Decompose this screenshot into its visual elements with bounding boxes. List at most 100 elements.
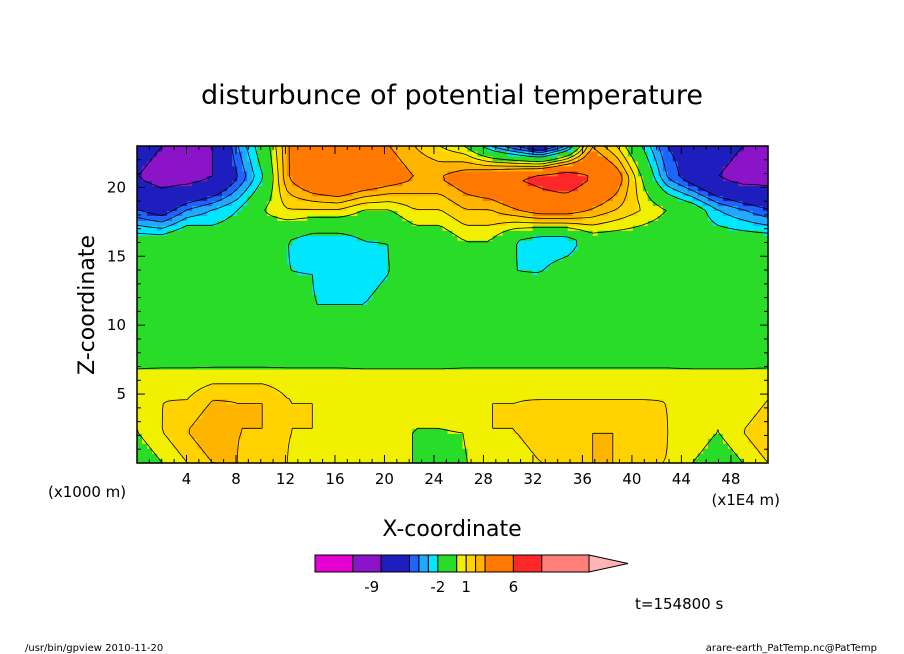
field-cell: [677, 388, 684, 395]
field-cell: [307, 383, 313, 390]
field-cell: [387, 388, 394, 395]
field-cell: [332, 349, 338, 355]
field-cell: [232, 294, 238, 301]
field-cell: [692, 289, 699, 296]
field-cell: [722, 368, 729, 375]
field-cell: [487, 408, 494, 415]
field-cell: [332, 294, 338, 301]
field-cell: [622, 398, 629, 405]
field-cell: [187, 274, 193, 281]
field-cell: [537, 284, 544, 291]
field-cell: [237, 428, 243, 434]
field-cell: [412, 299, 419, 306]
field-cell: [392, 279, 399, 286]
field-cell: [517, 358, 524, 365]
field-cell: [267, 398, 273, 405]
field-cell: [652, 423, 659, 429]
field-cell: [197, 299, 203, 306]
field-cell: [697, 358, 704, 365]
field-cell: [722, 279, 729, 286]
field-cell: [487, 373, 494, 380]
field-cell: [662, 334, 669, 340]
field-cell: [437, 324, 444, 330]
field-cell: [392, 398, 399, 405]
field-cell: [357, 294, 363, 301]
field-cell: [597, 334, 604, 340]
field-cell: [182, 358, 188, 365]
field-cell: [492, 368, 499, 375]
field-cell: [462, 319, 469, 325]
field-cell: [227, 363, 233, 370]
field-cell: [407, 358, 414, 365]
field-cell: [457, 289, 464, 296]
field-cell: [507, 398, 514, 405]
field-cell: [757, 428, 764, 434]
field-cell: [592, 314, 599, 320]
field-cell: [222, 368, 228, 375]
field-cell: [517, 269, 524, 276]
field-cell: [532, 314, 539, 320]
field-cell: [212, 299, 218, 306]
field-cell: [667, 368, 674, 375]
field-cell: [172, 334, 178, 340]
field-cell: [457, 453, 464, 459]
field-cell: [757, 304, 764, 311]
field-cell: [262, 344, 268, 350]
field-cell: [612, 274, 619, 281]
field-cell: [267, 358, 273, 365]
field-cell: [182, 279, 188, 286]
field-cell: [497, 358, 504, 365]
field-cell: [432, 324, 439, 330]
field-cell: [197, 358, 203, 365]
field-cell: [522, 368, 529, 375]
field-cell: [667, 319, 674, 325]
field-cell: [677, 393, 684, 400]
field-cell: [407, 274, 414, 281]
field-cell: [742, 324, 749, 330]
field-cell: [327, 264, 333, 271]
field-cell: [257, 358, 263, 365]
field-cell: [437, 329, 444, 335]
field-cell: [257, 269, 263, 276]
field-cell: [182, 403, 188, 410]
field-cell: [562, 383, 569, 390]
field-cell: [702, 418, 709, 424]
field-cell: [257, 299, 263, 306]
field-cell: [432, 349, 439, 355]
field-cell: [642, 448, 649, 454]
field-cell: [212, 413, 218, 420]
field-cell: [637, 443, 644, 449]
field-cell: [622, 368, 629, 375]
field-cell: [567, 358, 574, 365]
field-cell: [437, 428, 444, 434]
field-cell: [397, 453, 404, 459]
field-cell: [217, 423, 223, 429]
field-cell: [657, 418, 664, 424]
field-cell: [627, 393, 634, 400]
field-cell: [207, 304, 213, 311]
field-cell: [312, 274, 318, 281]
field-cell: [227, 378, 233, 385]
field-cell: [602, 368, 609, 375]
field-cell: [757, 418, 764, 424]
field-cell: [207, 413, 213, 420]
field-cell: [337, 344, 343, 350]
field-cell: [577, 299, 584, 306]
field-cell: [362, 388, 368, 395]
field-cell: [147, 433, 153, 439]
field-cell: [622, 373, 629, 380]
field-cell: [472, 324, 479, 330]
field-cell: [592, 368, 599, 375]
field-cell: [392, 388, 399, 395]
field-cell: [397, 354, 404, 360]
field-cell: [657, 354, 664, 360]
field-cell: [527, 344, 534, 350]
field-cell: [462, 284, 469, 291]
field-cell: [317, 309, 323, 315]
field-cell: [227, 408, 233, 415]
field-cell: [372, 448, 378, 454]
field-cell: [452, 354, 459, 360]
field-cell: [597, 363, 604, 370]
field-cell: [622, 279, 629, 286]
field-cell: [412, 403, 419, 410]
